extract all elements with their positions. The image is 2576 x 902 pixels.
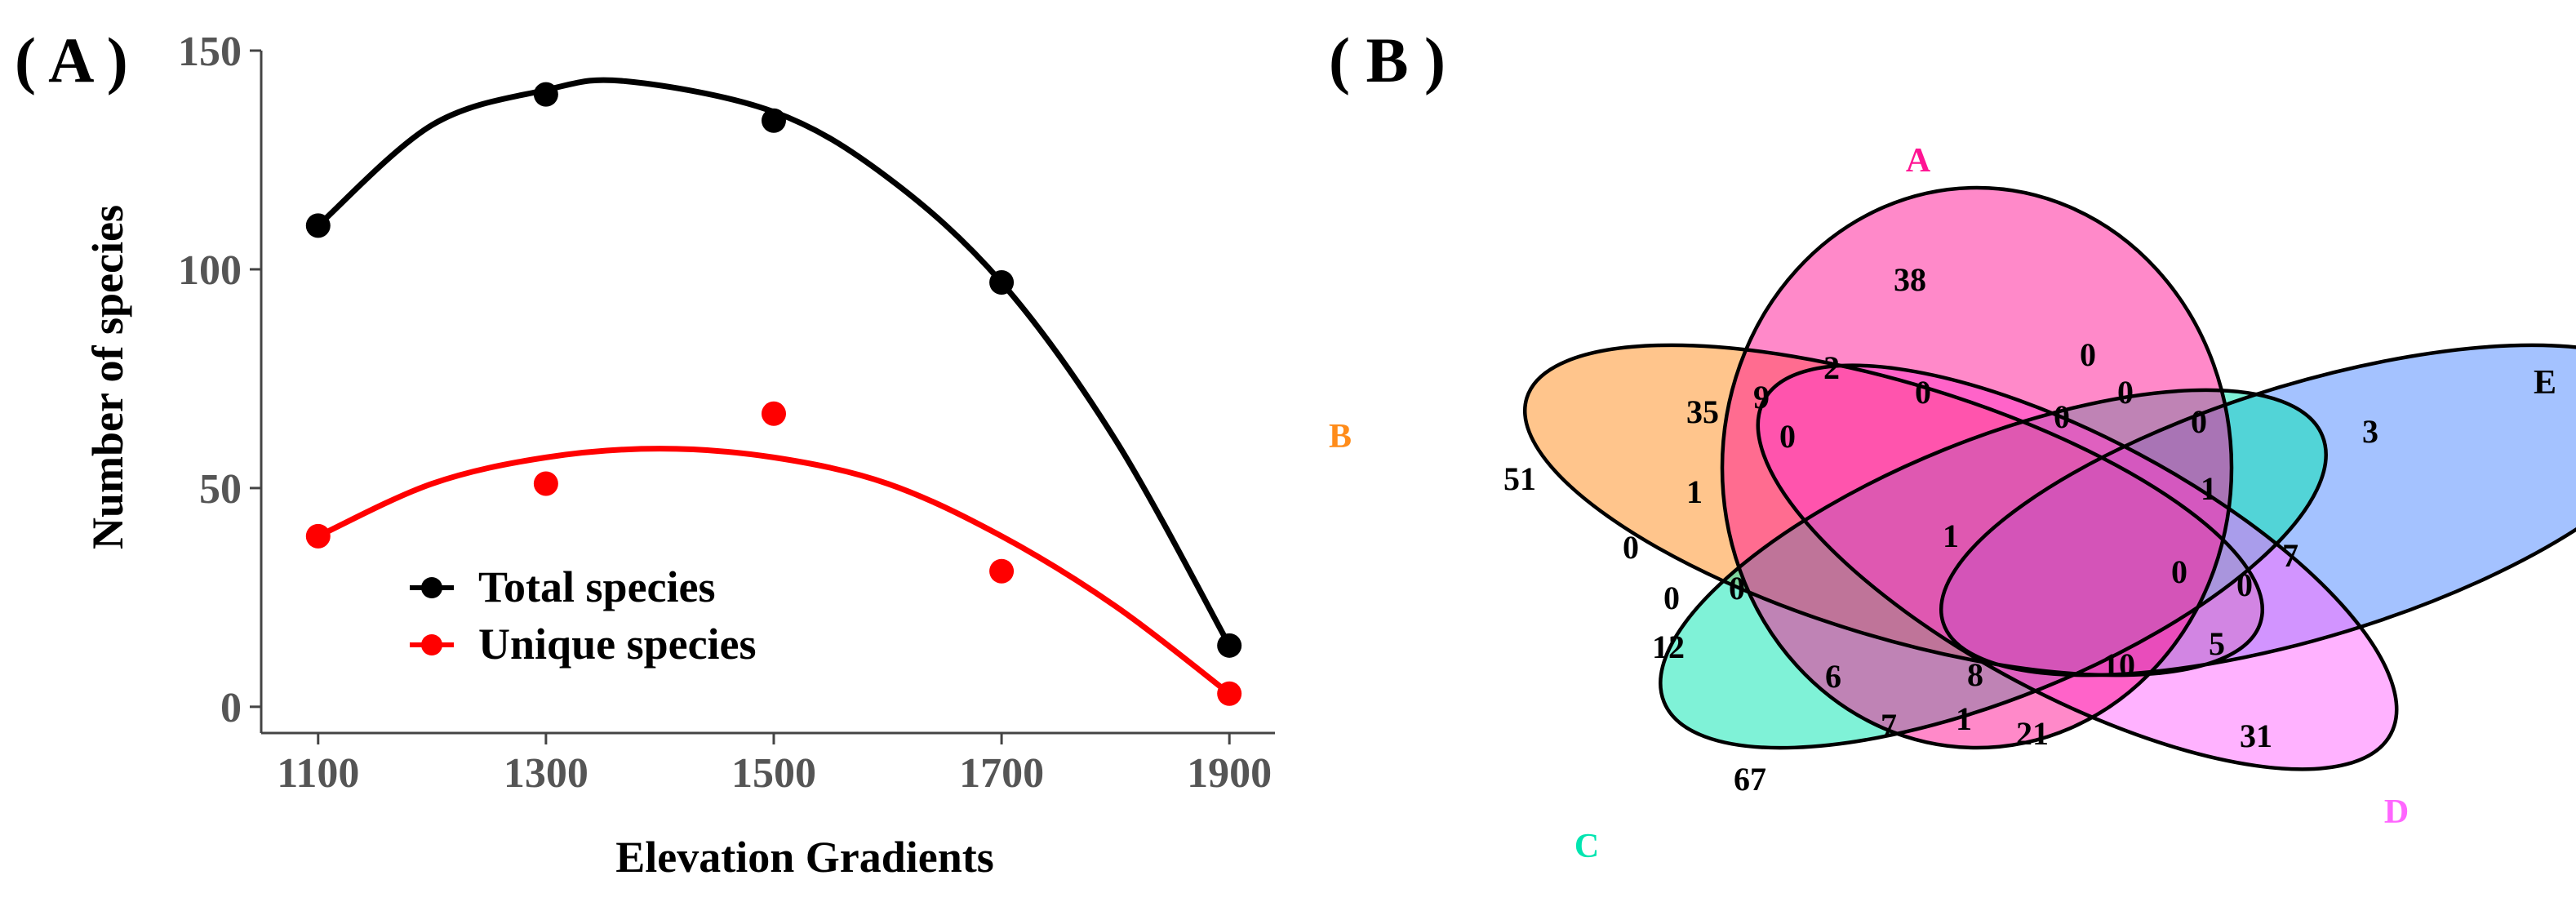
venn-count: 1 (1943, 518, 1959, 554)
venn-count: 0 (2117, 374, 2134, 411)
venn-count: 7 (1881, 707, 1897, 744)
series-layer (305, 77, 1242, 706)
venn-set-c-outline (1659, 388, 2328, 750)
venn-label-c: C (1574, 828, 1599, 865)
legend: Total species Unique species (410, 562, 757, 669)
venn-label-e: E (2534, 364, 2556, 402)
y-tick-label: 50 (199, 466, 242, 513)
panel-b-label: ( B ) (1329, 24, 1446, 96)
venn-count: 67 (1734, 761, 1766, 798)
venn-count: 0 (2080, 336, 2096, 373)
panel-b: ( B ) A B C D E 38 51 67 31 3 (1329, 24, 2576, 865)
venn-count: 0 (2236, 567, 2253, 603)
legend-marker-unique (421, 634, 442, 655)
venn-count: 0 (1729, 570, 1745, 607)
venn-count: 1 (2201, 470, 2217, 507)
data-point-unique (305, 523, 331, 549)
x-tick-label: 1500 (731, 750, 816, 797)
venn-label-a: A (1906, 142, 1931, 180)
venn-label-b: B (1329, 418, 1352, 455)
data-point-total (533, 82, 558, 107)
x-axis-title: Elevation Gradients (615, 833, 994, 882)
venn-count: 0 (1663, 580, 1680, 616)
venn-count: 1 (1686, 473, 1703, 510)
legend-marker-total (421, 577, 442, 598)
venn-count: 31 (2240, 718, 2272, 754)
x-tick-label: 1900 (1187, 750, 1272, 797)
venn-count: 6 (1825, 658, 1841, 695)
panel-a: ( A ) 1100 1300 1500 1700 1900 0 50 100 150 Ele… (15, 24, 1275, 882)
fit-curve-total (315, 77, 1232, 649)
venn-count: 0 (1623, 529, 1639, 566)
venn-count: 2 (1823, 349, 1840, 386)
venn-count: 35 (1686, 393, 1719, 430)
data-point-total (761, 108, 786, 133)
venn-label-d: D (2384, 793, 2409, 831)
venn-count: 5 (2209, 625, 2225, 662)
venn-count: 9 (1753, 379, 1770, 415)
venn-count: 7 (2282, 537, 2298, 574)
venn-count: 0 (2191, 403, 2207, 440)
legend-label-unique: Unique species (478, 620, 757, 669)
venn-set-d-outline (1756, 363, 2399, 771)
data-point-total (989, 270, 1015, 295)
venn-count: 0 (1915, 374, 1931, 411)
y-tick-label: 100 (178, 247, 242, 294)
venn-count: 21 (2016, 715, 2049, 752)
data-point-total (305, 213, 331, 238)
x-tick-label: 1100 (277, 750, 359, 797)
venn-set-b-outline (1523, 343, 2264, 678)
x-tick-label: 1300 (504, 750, 588, 797)
panel-a-label: ( A ) (15, 24, 128, 96)
venn-set-e-outline (1939, 343, 2576, 678)
venn-count: 8 (1967, 656, 1983, 693)
venn-set-a-outline (1720, 185, 2234, 750)
venn-count: 3 (2362, 413, 2378, 450)
y-tick-label: 150 (178, 29, 242, 75)
venn-count: 0 (2054, 398, 2070, 435)
venn-count: 51 (1503, 460, 1536, 497)
venn-outlines (1523, 185, 2576, 771)
x-ticks: 1100 1300 1500 1700 1900 (277, 733, 1272, 797)
venn-set-a-fill (1722, 188, 2232, 748)
venn-region-counts: 38 51 67 31 3 35 9 2 0 0 0 0 1 0 0 1 7 0… (1503, 261, 2378, 798)
data-point-unique (761, 401, 786, 426)
y-ticks: 0 50 100 150 (178, 29, 261, 731)
venn-count: 1 (1956, 700, 1972, 737)
venn-count: 12 (1652, 629, 1685, 665)
x-tick-label: 1700 (959, 750, 1044, 797)
venn-count: 0 (2171, 553, 2187, 590)
data-point-unique (533, 471, 558, 496)
venn-count: 10 (2103, 647, 2135, 683)
venn-count: 0 (1779, 418, 1796, 455)
venn-count: 38 (1894, 261, 1926, 298)
data-point-total (1217, 633, 1242, 658)
data-point-unique (1217, 681, 1242, 706)
legend-label-total: Total species (478, 562, 716, 611)
data-point-unique (989, 558, 1015, 584)
y-tick-label: 0 (220, 685, 242, 731)
y-axis-title: Number of species (83, 205, 132, 549)
fit-curve-unique (315, 446, 1232, 697)
venn-fills (1525, 188, 2576, 770)
